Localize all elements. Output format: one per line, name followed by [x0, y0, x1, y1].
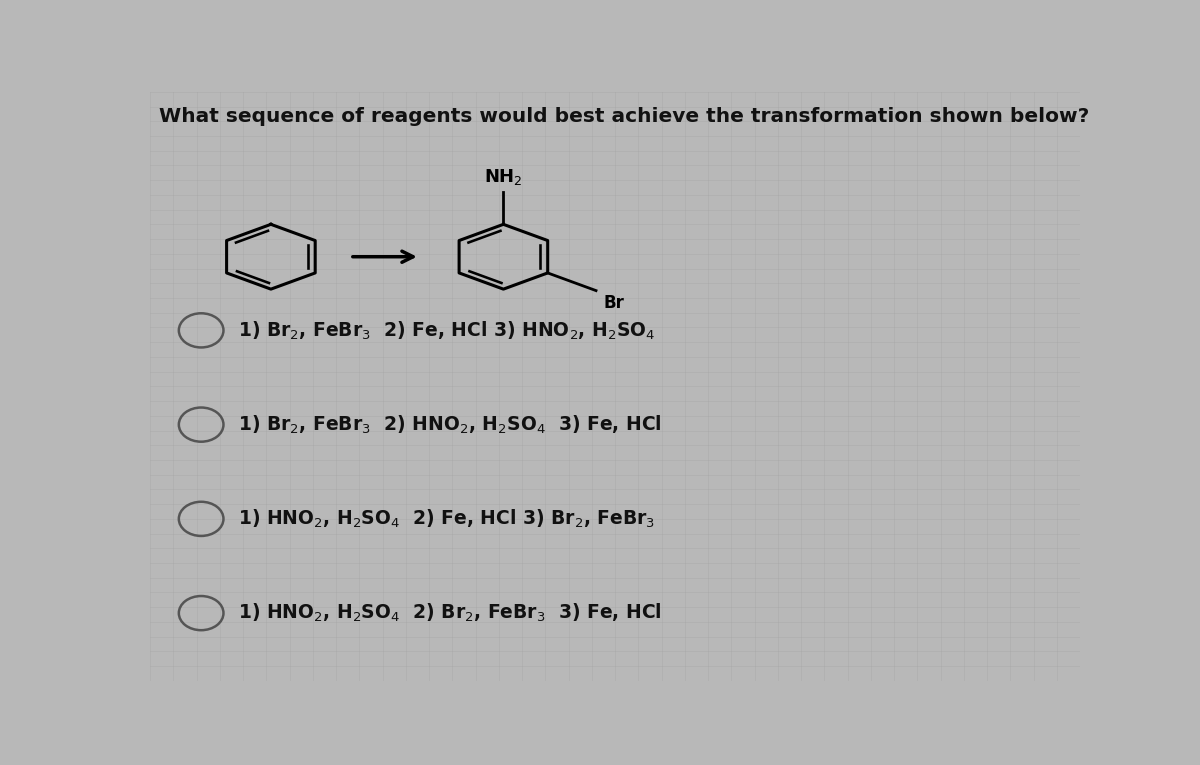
- Text: Br: Br: [604, 294, 624, 311]
- Text: NH$_2$: NH$_2$: [484, 168, 523, 187]
- Text: 1) HNO$_2$, H$_2$SO$_4$  2) Fe, HCl 3) Br$_2$, FeBr$_3$: 1) HNO$_2$, H$_2$SO$_4$ 2) Fe, HCl 3) Br…: [239, 508, 655, 530]
- Text: 1) Br$_2$, FeBr$_3$  2) HNO$_2$, H$_2$SO$_4$  3) Fe, HCl: 1) Br$_2$, FeBr$_3$ 2) HNO$_2$, H$_2$SO$…: [239, 413, 662, 436]
- Text: 1) HNO$_2$, H$_2$SO$_4$  2) Br$_2$, FeBr$_3$  3) Fe, HCl: 1) HNO$_2$, H$_2$SO$_4$ 2) Br$_2$, FeBr$…: [239, 602, 662, 624]
- Text: What sequence of reagents would best achieve the transformation shown below?: What sequence of reagents would best ach…: [160, 106, 1090, 125]
- Text: 1) Br$_2$, FeBr$_3$  2) Fe, HCl 3) HNO$_2$, H$_2$SO$_4$: 1) Br$_2$, FeBr$_3$ 2) Fe, HCl 3) HNO$_2…: [239, 319, 656, 341]
